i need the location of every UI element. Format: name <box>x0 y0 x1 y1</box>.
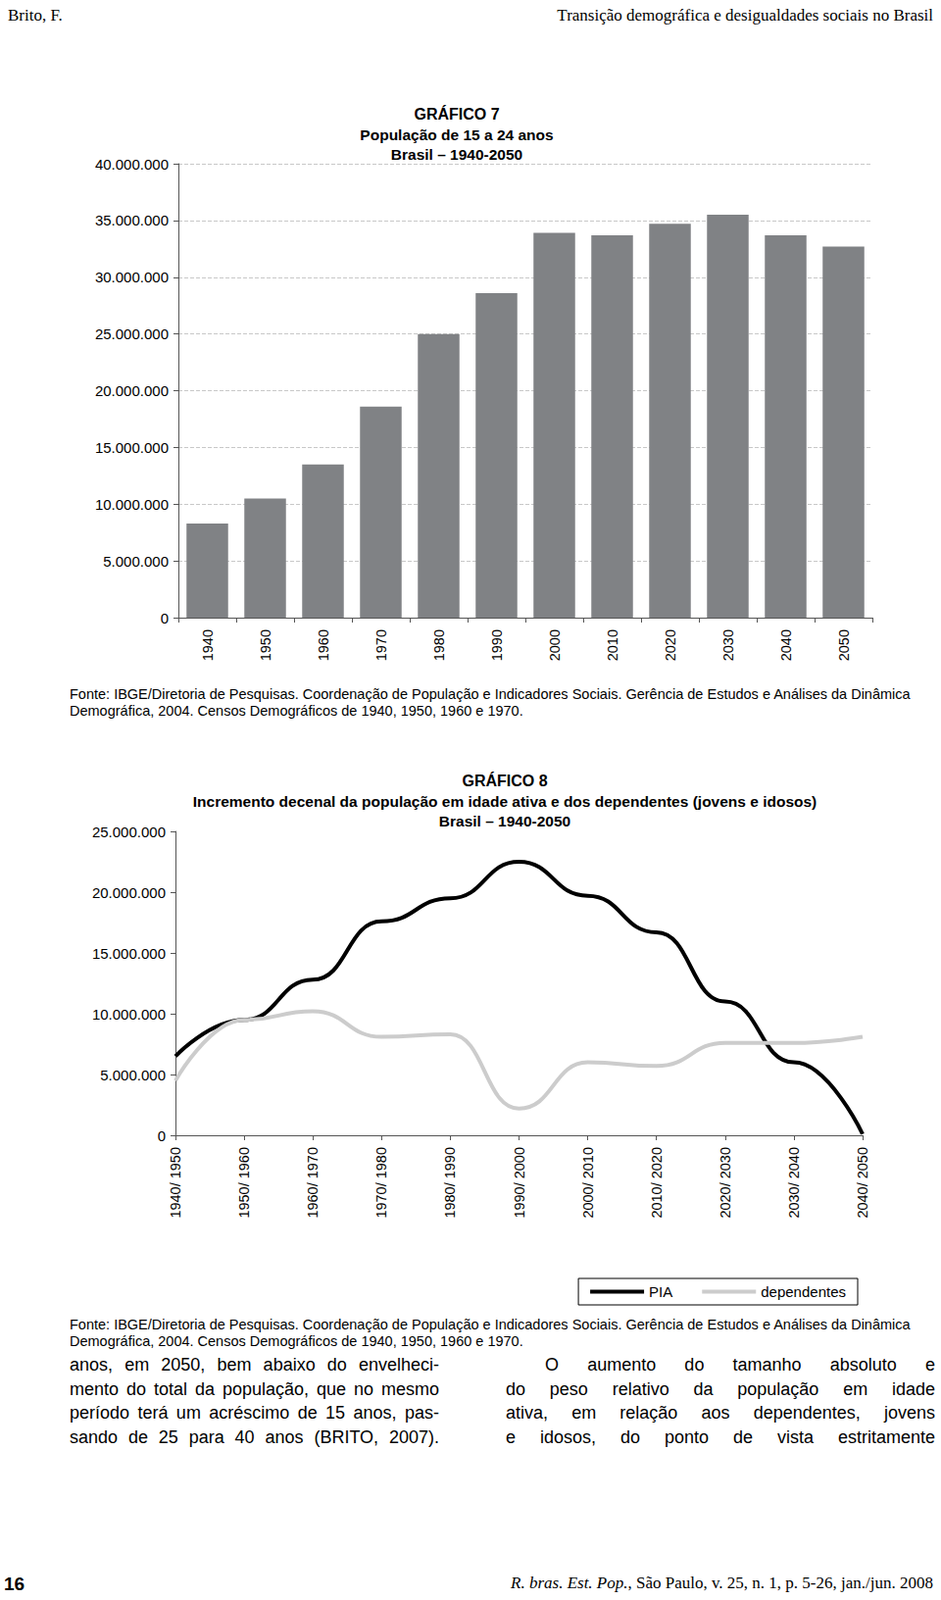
html-text:R. bras. Est. Pop., São Paulo,: R. bras. Est. Pop., São Paulo, v. 25, n.… <box>510 1573 934 1592</box>
svg-text:1970: 1970 <box>373 629 390 661</box>
svg-text:1980/ 1990: 1980/ 1990 <box>442 1146 458 1219</box>
svg-text:10.000.000: 10.000.000 <box>92 1005 166 1023</box>
svg-text:1950/ 1960: 1950/ 1960 <box>236 1146 252 1219</box>
svg-text:2030: 2030 <box>720 629 737 661</box>
svg-text:PIA: PIA <box>648 1283 673 1300</box>
svg-text:1990: 1990 <box>489 629 505 661</box>
html-text:período terá um acréscimo de 1: período terá um acréscimo de 15 anos, pa… <box>69 1402 440 1423</box>
svg-text:20.000.000: 20.000.000 <box>95 382 169 399</box>
svg-text:1960/ 1970: 1960/ 1970 <box>304 1146 321 1219</box>
svg-text:20.000.000: 20.000.000 <box>92 884 166 901</box>
svg-text:1960: 1960 <box>315 629 332 661</box>
svg-text:Brasil – 1940-2050: Brasil – 1940-2050 <box>439 812 571 830</box>
svg-text:30.000.000: 30.000.000 <box>95 268 169 286</box>
svg-text:1940/ 1950: 1940/ 1950 <box>167 1146 184 1219</box>
svg-text:1980: 1980 <box>431 629 447 661</box>
html-text:Fonte: IBGE/Diretoria de Pesqu: Fonte: IBGE/Diretoria de Pesquisas. Coor… <box>69 1316 911 1349</box>
svg-text:5.000.000: 5.000.000 <box>99 1066 166 1084</box>
html-text:sando de 25 para 40 anos (BRIT: sando de 25 para 40 anos (BRITO, 2007). <box>69 1426 440 1447</box>
svg-text:25.000.000: 25.000.000 <box>92 823 166 841</box>
html-text:Fonte: IBGE/Diretoria de Pesqu: Fonte: IBGE/Diretoria de Pesquisas. Coor… <box>69 686 911 719</box>
svg-text:1940: 1940 <box>199 629 216 661</box>
svg-text:2000: 2000 <box>546 629 563 661</box>
html-text:e idosos, do ponto de vista es: e idosos, do ponto de vista estritamente <box>505 1426 936 1447</box>
svg-text:Brasil – 1940-2050: Brasil – 1940-2050 <box>391 146 523 163</box>
svg-text:5.000.000: 5.000.000 <box>102 552 169 570</box>
svg-text:2030/ 2040: 2030/ 2040 <box>786 1146 802 1219</box>
svg-text:0: 0 <box>160 609 169 627</box>
html-text:Brito, F.: Brito, F. <box>7 5 63 25</box>
svg-text:2040: 2040 <box>778 629 794 661</box>
html-text:anos, em 2050, bem abaixo do e: anos, em 2050, bem abaixo do envelheci- <box>69 1354 440 1375</box>
html-text:Transição demográfica e desigu: Transição demográfica e desigualdades so… <box>557 5 934 25</box>
svg-text:1950: 1950 <box>257 629 274 661</box>
svg-text:População de 15 a 24 anos: População de 15 a 24 anos <box>359 126 553 144</box>
html-text:ativa, em relação aos dependen: ativa, em relação aos dependentes, joven… <box>505 1402 936 1423</box>
svg-text:Incremento decenal da populaçã: Incremento decenal da população em idade… <box>193 792 818 810</box>
svg-text:0: 0 <box>157 1127 166 1144</box>
svg-text:2000/ 2010: 2000/ 2010 <box>580 1146 596 1219</box>
svg-text:40.000.000: 40.000.000 <box>95 155 169 173</box>
svg-text:2020/ 2030: 2020/ 2030 <box>717 1146 734 1219</box>
svg-text:1970/ 1980: 1970/ 1980 <box>373 1146 390 1219</box>
svg-text:dependentes: dependentes <box>760 1283 846 1300</box>
svg-text:35.000.000: 35.000.000 <box>95 211 169 229</box>
html-text:mento do total da população, q: mento do total da população, que no mesm… <box>69 1378 440 1399</box>
html-text:16: 16 <box>3 1573 25 1594</box>
svg-text:GRÁFICO 7: GRÁFICO 7 <box>413 104 499 123</box>
svg-text:1990/ 2000: 1990/ 2000 <box>511 1146 528 1219</box>
svg-text:GRÁFICO 8: GRÁFICO 8 <box>461 771 547 790</box>
svg-text:2020: 2020 <box>662 629 679 661</box>
html-text:do peso relativo da população: do peso relativo da população em idade <box>505 1378 936 1399</box>
svg-text:2010/ 2020: 2010/ 2020 <box>648 1146 665 1219</box>
html-text:O aumento do tamanho absoluto: O aumento do tamanho absoluto e <box>544 1354 936 1375</box>
svg-text:2010: 2010 <box>604 629 621 661</box>
svg-text:2040/ 2050: 2040/ 2050 <box>854 1146 871 1219</box>
svg-text:2050: 2050 <box>836 629 852 661</box>
svg-text:10.000.000: 10.000.000 <box>95 495 169 513</box>
svg-text:15.000.000: 15.000.000 <box>92 944 166 962</box>
svg-text:25.000.000: 25.000.000 <box>95 325 169 343</box>
svg-text:15.000.000: 15.000.000 <box>95 439 169 456</box>
